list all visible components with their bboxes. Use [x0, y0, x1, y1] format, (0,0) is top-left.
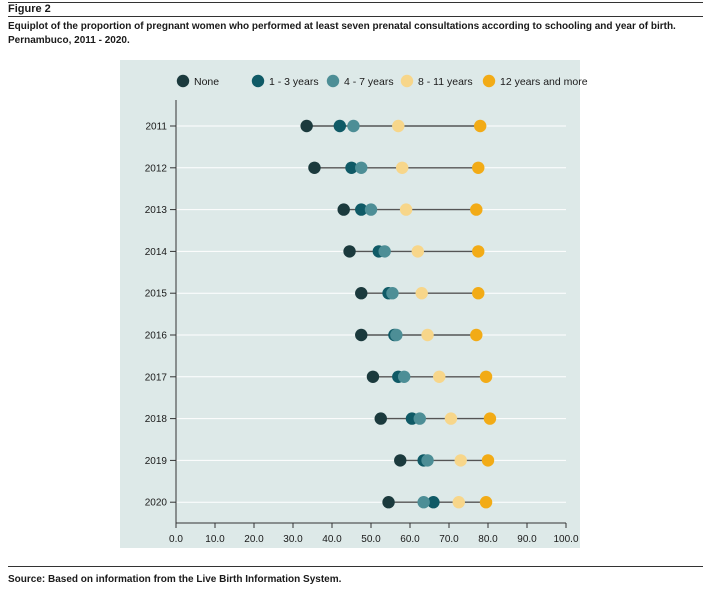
y-tick-label: 2017: [145, 372, 168, 383]
source-note: Source: Based on information from the Li…: [8, 574, 342, 585]
x-tick-label: 80.0: [478, 534, 498, 545]
point-1-3-years-2012: [345, 161, 358, 174]
x-tick-label: 10.0: [205, 534, 225, 545]
point-8-11-years-2016: [421, 328, 434, 342]
point-1-3-years-2020: [427, 496, 440, 509]
legend-marker: [176, 74, 190, 88]
point-4-7-years-2019: [421, 454, 434, 467]
legend-marker: [251, 74, 265, 88]
point-none-2013: [337, 203, 350, 216]
top-rule: [8, 2, 703, 3]
legend-label: 4 - 7 years: [344, 76, 394, 88]
legend-marker: [326, 74, 340, 88]
x-tick-label: 20.0: [244, 534, 264, 545]
point-4-7-years-2016: [390, 328, 403, 342]
source-rule: [8, 566, 703, 567]
y-tick-label: 2012: [145, 163, 168, 174]
data-points: [300, 119, 497, 509]
x-tick-label: 100.0: [553, 534, 578, 545]
point-none-2014: [343, 245, 356, 258]
legend-label: 1 - 3 years: [269, 76, 319, 88]
point-12-years-and-more-2015: [472, 287, 485, 300]
x-tick-label: 0.0: [169, 534, 183, 545]
point-8-11-years-2020: [452, 496, 465, 509]
y-tick-label: 2020: [145, 498, 168, 509]
point-4-7-years-2020: [417, 496, 430, 509]
point-4-7-years-2013: [364, 203, 378, 216]
legend: None 1 - 3 years 4 - 7 years 8 - 11 years 12…: [176, 74, 588, 88]
y-tick-label: 2013: [145, 205, 168, 216]
point-8-11-years-2014: [411, 245, 424, 258]
point-none-2018: [374, 412, 387, 425]
point-12-years-and-more-2014: [472, 245, 485, 258]
point-4-7-years-2015: [386, 287, 399, 300]
y-tick-label: 2018: [145, 414, 168, 425]
y-tick-label: 2014: [145, 247, 168, 258]
legend-marker: [400, 74, 414, 88]
x-tick-label: 90.0: [517, 534, 537, 545]
plot-panel: [120, 60, 580, 548]
point-4-7-years-2017: [397, 370, 411, 383]
point-8-11-years-2018: [444, 412, 458, 425]
point-12-years-and-more-2019: [481, 454, 495, 467]
point-12-years-and-more-2013: [470, 203, 483, 216]
point-none-2011: [300, 119, 313, 133]
point-12-years-and-more-2020: [479, 496, 493, 509]
point-12-years-and-more-2011: [474, 119, 487, 133]
y-tick-label: 2015: [145, 289, 168, 300]
point-none-2015: [355, 287, 368, 300]
point-12-years-and-more-2017: [479, 370, 493, 383]
x-tick-label: 70.0: [439, 534, 459, 545]
x-tick-label: 40.0: [322, 534, 342, 545]
x-tick-label: 60.0: [400, 534, 420, 545]
x-tick-label: 50.0: [361, 534, 381, 545]
y-tick-label: 2016: [145, 331, 168, 342]
x-tick-label: 30.0: [283, 534, 303, 545]
point-none-2019: [394, 454, 407, 467]
point-4-7-years-2012: [355, 161, 368, 174]
point-8-11-years-2017: [433, 370, 446, 383]
legend-marker: [482, 74, 496, 88]
point-8-11-years-2011: [392, 119, 405, 133]
point-12-years-and-more-2016: [470, 328, 483, 342]
legend-label: None: [194, 76, 219, 88]
point-8-11-years-2012: [396, 161, 409, 174]
point-1-3-years-2013: [355, 203, 368, 216]
figure-caption: Equiplot of the proportion of pregnant w…: [8, 21, 676, 46]
point-none-2017: [366, 370, 380, 383]
caption-rule: [8, 16, 703, 17]
figure-label: Figure 2: [8, 3, 51, 15]
point-4-7-years-2018: [413, 412, 426, 425]
point-4-7-years-2014: [378, 245, 391, 258]
y-tick-label: 2019: [145, 456, 168, 467]
point-none-2020: [382, 496, 395, 509]
legend-label: 12 years and more: [500, 76, 588, 88]
point-8-11-years-2019: [454, 454, 467, 467]
point-1-3-years-2011: [333, 119, 346, 133]
point-4-7-years-2011: [347, 119, 360, 133]
point-8-11-years-2013: [399, 203, 413, 216]
point-12-years-and-more-2012: [472, 161, 485, 174]
axes: 2011 2012 2013 2014 2015 2016 2017 2018 2019 2020…: [145, 100, 579, 545]
point-8-11-years-2015: [415, 287, 428, 300]
point-none-2016: [355, 328, 368, 342]
legend-label: 8 - 11 years: [418, 76, 473, 88]
y-tick-label: 2011: [145, 122, 167, 133]
point-none-2012: [308, 161, 321, 174]
point-12-years-and-more-2018: [483, 412, 497, 425]
